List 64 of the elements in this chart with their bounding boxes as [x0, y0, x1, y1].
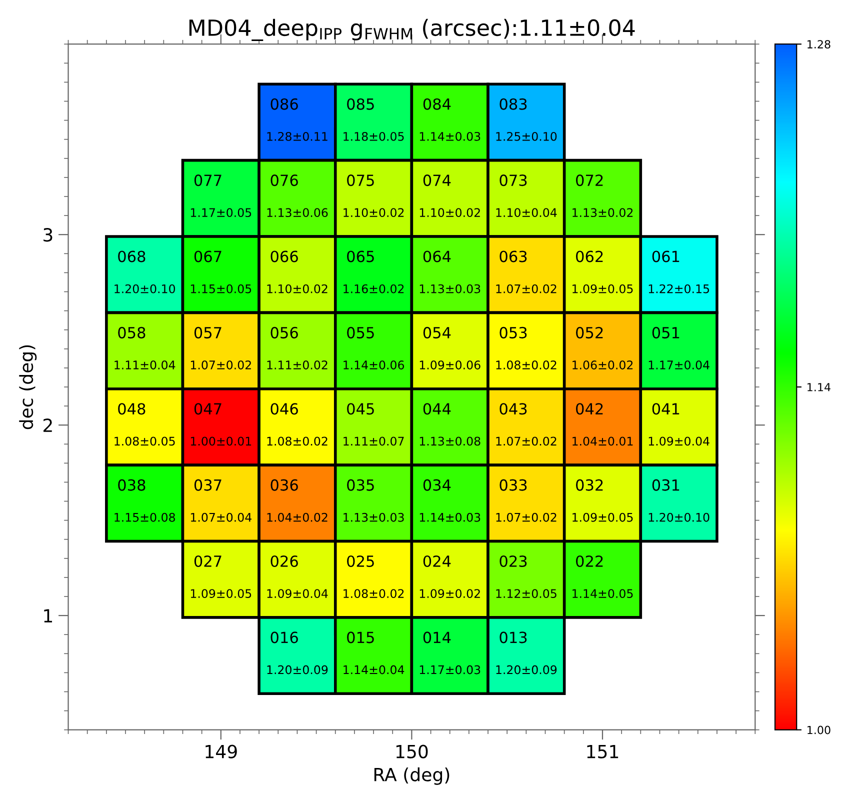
color-bar-label: 1.28 — [808, 40, 830, 48]
text: 051 1.17±0.04 — [648, 326, 710, 370]
text: 034 1.14±0.03 — [420, 479, 480, 522]
text: 068 1.20±0.10 — [114, 250, 176, 294]
text: 032 1.09±0.05 — [572, 479, 633, 522]
text: 067 1.15±0.05 — [190, 250, 252, 294]
text: 038 1.15±0.08 — [114, 479, 175, 522]
text: 056 1.11±0.02 — [267, 326, 328, 370]
text: 065 1.16±0.02 — [344, 250, 404, 294]
x-tick-label: 150 — [396, 744, 428, 758]
text: 073 1.10±0.04 — [496, 174, 557, 218]
text: 033 1.07±0.02 — [496, 479, 556, 522]
text: 041 1.09±0.04 — [648, 403, 710, 446]
text: 085 1.18±0.05 — [344, 98, 404, 141]
text: 053 1.08±0.02 — [496, 326, 556, 370]
text: 025 1.08±0.02 — [344, 555, 404, 598]
text: 044 1.13±0.08 — [420, 403, 480, 446]
text: 036 1.04±0.02 — [267, 479, 328, 522]
text: 062 1.09±0.05 — [572, 250, 633, 294]
text: 047 1.00±0.01 — [190, 403, 252, 446]
text: 016 1.20±0.09 — [267, 632, 328, 674]
text: 058 1.11±0.04 — [114, 326, 176, 370]
text: 046 1.08±0.02 — [267, 403, 328, 446]
text: 055 1.14±0.06 — [344, 326, 404, 370]
text: 057 1.07±0.02 — [190, 326, 251, 370]
color-bar-label: 1.00 — [808, 726, 830, 734]
text: 027 1.09±0.05 — [190, 555, 252, 598]
y-axis-title: dec (deg) — [19, 345, 37, 430]
text: 076 1.13±0.06 — [267, 174, 328, 218]
text: 066 1.10±0.02 — [267, 250, 328, 294]
x-axis-title: RA (deg) — [374, 767, 450, 785]
text: 013 1.20±0.09 — [496, 632, 557, 674]
text: 075 1.10±0.02 — [344, 174, 404, 218]
text: 035 1.13±0.03 — [344, 479, 404, 522]
text: 072 1.13±0.02 — [572, 174, 633, 218]
text: 063 1.07±0.02 — [496, 250, 556, 294]
text: 042 1.04±0.01 — [572, 403, 633, 446]
text: 023 1.12±0.05 — [496, 555, 556, 598]
text: 037 1.07±0.04 — [190, 479, 252, 522]
text: 083 1.25±0.10 — [496, 98, 557, 141]
text: 045 1.11±0.07 — [344, 403, 404, 446]
text: 024 1.09±0.02 — [420, 555, 480, 598]
y-tick-label: 3 — [44, 228, 52, 242]
text: 031 1.20±0.10 — [648, 479, 710, 522]
text: 054 1.09±0.06 — [420, 326, 480, 370]
y-tick-label: 2 — [44, 418, 52, 432]
text: 064 1.13±0.03 — [420, 250, 480, 294]
chart-title: MD04_deep$_{IPP}$ g$_{FWHM}$ (arcsec):1.11±0.04 — [189, 18, 635, 42]
x-tick-label: 151 — [587, 744, 618, 758]
text: 074 1.10±0.02 — [420, 174, 480, 218]
color-bar-label: 1.14 — [808, 383, 830, 392]
text: 043 1.07±0.02 — [496, 403, 556, 446]
text: 061 1.22±0.15 — [648, 250, 710, 294]
text: 022 1.14±0.05 — [572, 555, 633, 598]
text: 014 1.17±0.03 — [420, 632, 480, 674]
text: 026 1.09±0.04 — [267, 555, 328, 598]
y-tick-label: 1 — [44, 609, 52, 622]
text: 086 1.28±0.11 — [267, 98, 328, 141]
text: 052 1.06±0.02 — [572, 326, 633, 370]
text: 077 1.17±0.05 — [190, 174, 252, 218]
x-tick-label: 149 — [206, 744, 237, 758]
text: 084 1.14±0.03 — [420, 98, 480, 141]
text: 048 1.08±0.05 — [114, 403, 175, 446]
text: 015 1.14±0.04 — [344, 632, 404, 674]
